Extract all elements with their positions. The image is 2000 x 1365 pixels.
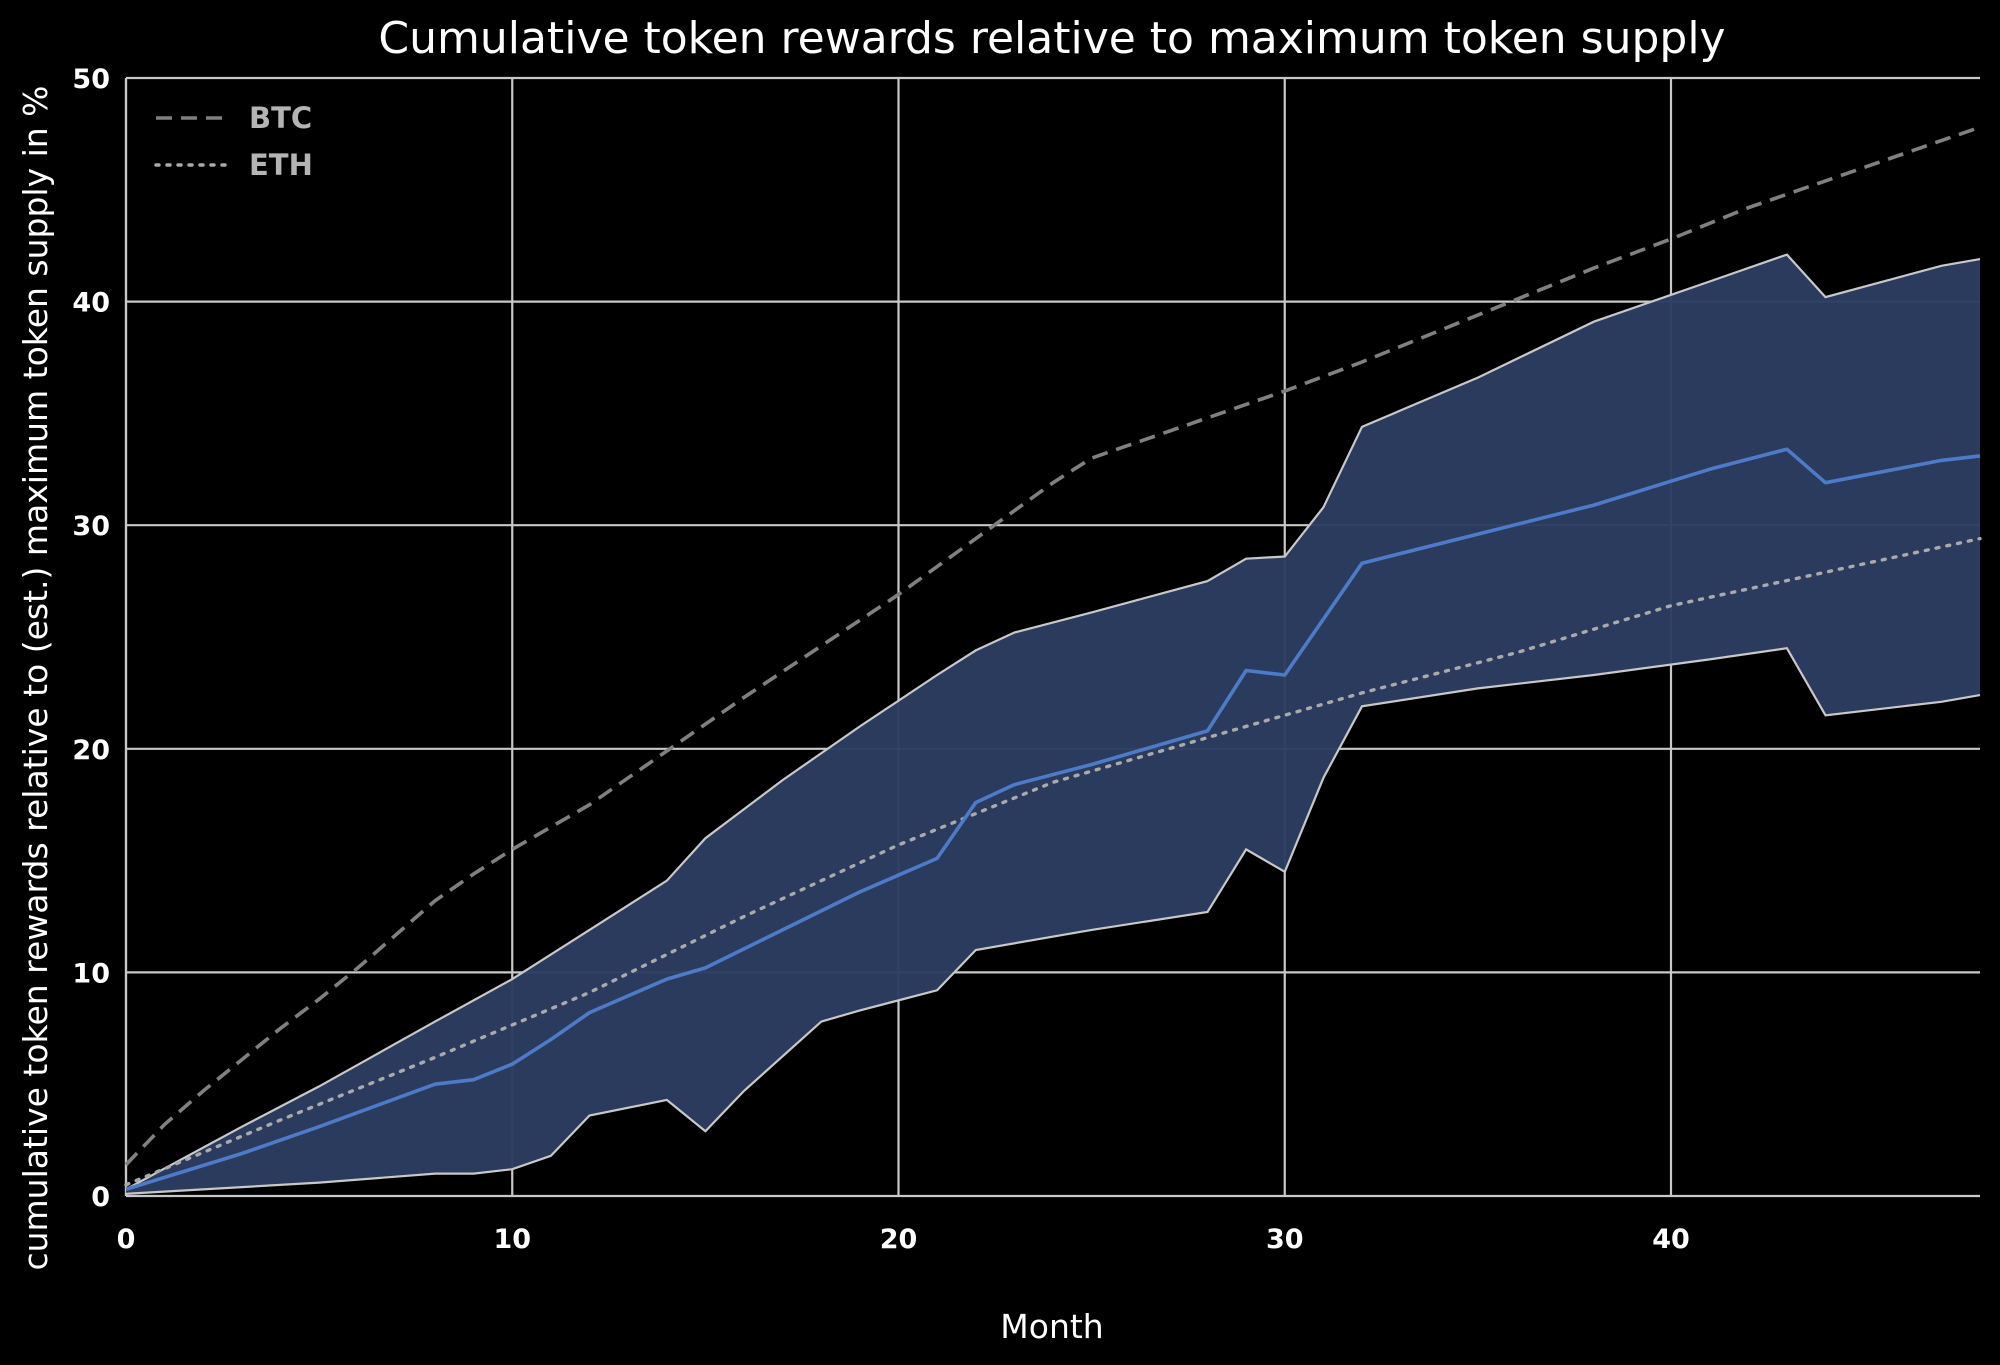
mean-line [125, 447, 1981, 1192]
y-tick-label: 40 [72, 288, 110, 319]
chart-title: Cumulative token rewards relative to max… [378, 13, 1725, 64]
y-tick-label: 20 [72, 735, 110, 766]
y-tick-label: 10 [72, 958, 110, 989]
spread-band [125, 253, 1981, 1195]
band-lower-line [125, 647, 1981, 1195]
x-tick-label: 0 [117, 1224, 136, 1255]
band-fill [126, 254, 1980, 1194]
tick-labels: 0 10 20 30 40 0 10 20 30 40 50 [72, 64, 1689, 1255]
legend: BTC ETH [154, 101, 313, 182]
legend-eth-label: ETH [249, 148, 313, 182]
y-tick-label: 0 [91, 1182, 110, 1213]
band-upper-line [125, 253, 1981, 1191]
x-tick-label: 10 [493, 1224, 531, 1255]
legend-btc-label: BTC [249, 101, 312, 135]
x-tick-label: 30 [1266, 1224, 1304, 1255]
x-tick-label: 20 [880, 1224, 918, 1255]
y-tick-label: 30 [72, 511, 110, 542]
x-axis-label: Month [1000, 1307, 1103, 1346]
y-tick-label: 50 [72, 64, 110, 95]
y-axis-label: cumulative token rewards relative to (es… [16, 85, 55, 1270]
series-lines [124, 125, 1982, 1192]
eth-line [124, 536, 1982, 1187]
x-tick-label: 40 [1652, 1224, 1690, 1255]
